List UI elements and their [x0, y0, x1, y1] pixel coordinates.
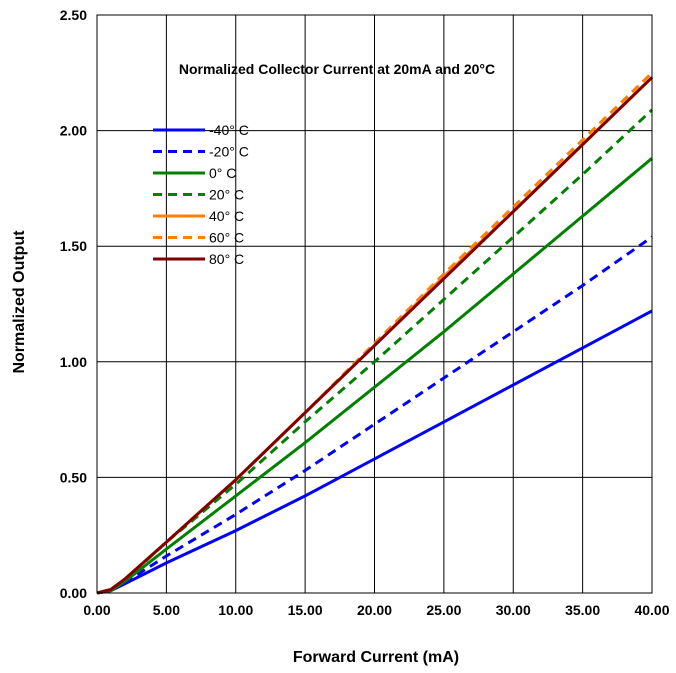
series-line--20c [96, 235, 653, 595]
y-tick-label: 0.00 [60, 585, 87, 601]
x-axis-label: Forward Current (mA) [293, 649, 459, 666]
plot-frame [96, 14, 653, 594]
series-line-0c [96, 157, 653, 595]
chart-title: Normalized Collector Current at 20mA and… [179, 61, 495, 77]
legend-label: 40° C [209, 208, 244, 224]
legend-label: 20° C [209, 187, 244, 203]
x-tick-label: 40.00 [634, 602, 669, 618]
x-tick-label: 10.00 [218, 602, 253, 618]
legend-label: 80° C [209, 251, 244, 267]
x-tick-label: 5.00 [153, 602, 180, 618]
y-tick-label: 1.50 [60, 238, 87, 254]
legend-label: 60° C [209, 230, 244, 246]
y-tick-label: 1.00 [60, 354, 87, 370]
x-tick-label: 20.00 [357, 602, 392, 618]
legend-label: -20° C [209, 144, 249, 160]
y-tick-label: 0.50 [60, 469, 87, 485]
legend-label: 0° C [209, 165, 236, 181]
x-tick-label: 25.00 [426, 602, 461, 618]
x-tick-label: 15.00 [288, 602, 323, 618]
axis-ticks: 0.00 5.00 10.00 15.00 20.00 25.00 30.00 35.00 40… [60, 7, 670, 618]
x-tick-label: 35.00 [565, 602, 600, 618]
legend-label: -40° C [209, 122, 249, 138]
grid [96, 14, 653, 594]
series-line-80c [96, 76, 654, 595]
y-tick-label: 2.00 [60, 123, 87, 139]
x-tick-label: 30.00 [496, 602, 531, 618]
y-tick-label: 2.50 [60, 7, 87, 23]
x-tick-label: 0.00 [83, 602, 110, 618]
legend: -40° C -20° C 0° C 20° C 40° C 60° C 80° C [153, 122, 249, 267]
series-lines [96, 71, 654, 595]
series-line-20c [96, 108, 654, 595]
y-axis-label: Normalized Output [11, 230, 28, 374]
